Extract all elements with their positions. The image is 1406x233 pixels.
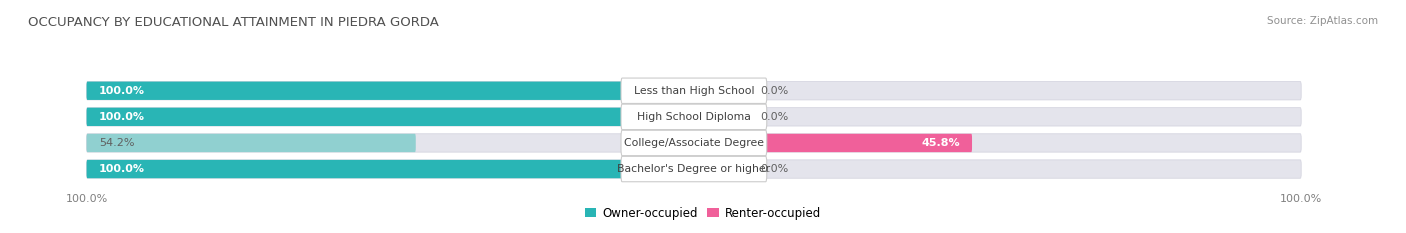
Text: High School Diploma: High School Diploma — [637, 112, 751, 122]
FancyBboxPatch shape — [695, 160, 742, 178]
Text: 0.0%: 0.0% — [761, 86, 789, 96]
FancyBboxPatch shape — [621, 104, 766, 130]
FancyBboxPatch shape — [87, 108, 1301, 126]
Text: College/Associate Degree: College/Associate Degree — [624, 138, 763, 148]
Text: 54.2%: 54.2% — [98, 138, 134, 148]
Text: Less than High School: Less than High School — [634, 86, 754, 96]
Text: 0.0%: 0.0% — [761, 112, 789, 122]
FancyBboxPatch shape — [87, 108, 695, 126]
FancyBboxPatch shape — [87, 160, 695, 178]
Text: 100.0%: 100.0% — [98, 86, 145, 96]
FancyBboxPatch shape — [695, 82, 742, 100]
FancyBboxPatch shape — [87, 134, 1301, 152]
FancyBboxPatch shape — [621, 78, 766, 103]
Text: OCCUPANCY BY EDUCATIONAL ATTAINMENT IN PIEDRA GORDA: OCCUPANCY BY EDUCATIONAL ATTAINMENT IN P… — [28, 16, 439, 29]
FancyBboxPatch shape — [621, 156, 766, 182]
FancyBboxPatch shape — [621, 130, 766, 156]
FancyBboxPatch shape — [87, 160, 1301, 178]
Text: 100.0%: 100.0% — [98, 112, 145, 122]
Text: 100.0%: 100.0% — [98, 164, 145, 174]
Legend: Owner-occupied, Renter-occupied: Owner-occupied, Renter-occupied — [579, 202, 827, 224]
Text: 0.0%: 0.0% — [761, 164, 789, 174]
Text: 45.8%: 45.8% — [921, 138, 960, 148]
Text: Source: ZipAtlas.com: Source: ZipAtlas.com — [1267, 16, 1378, 26]
FancyBboxPatch shape — [87, 82, 1301, 100]
FancyBboxPatch shape — [87, 82, 695, 100]
Text: Bachelor's Degree or higher: Bachelor's Degree or higher — [617, 164, 770, 174]
FancyBboxPatch shape — [695, 108, 742, 126]
FancyBboxPatch shape — [87, 134, 416, 152]
FancyBboxPatch shape — [695, 134, 972, 152]
